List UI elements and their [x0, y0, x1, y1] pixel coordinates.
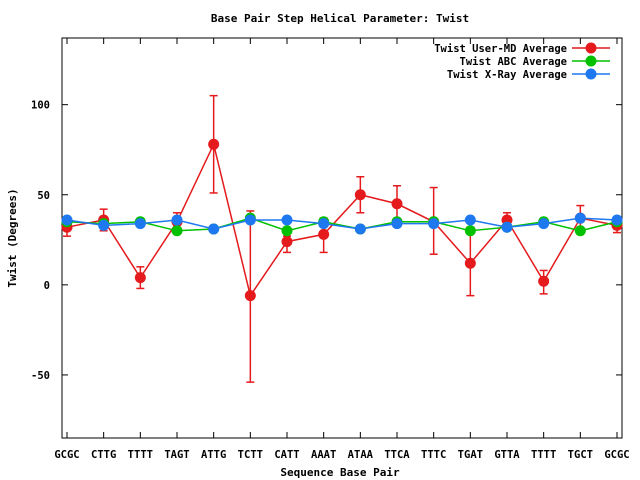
data-point	[574, 225, 586, 237]
data-point	[61, 214, 73, 226]
x-axis-label: Sequence Base Pair	[280, 466, 400, 479]
data-point	[244, 214, 256, 226]
data-point	[611, 214, 623, 226]
data-point	[464, 214, 476, 226]
legend-marker	[585, 68, 597, 80]
data-point	[171, 225, 183, 237]
x-tick-label: TCTT	[238, 449, 263, 461]
x-tick-label: TTTC	[421, 449, 446, 461]
data-point	[391, 218, 403, 230]
series-line	[66, 217, 618, 232]
y-tick-label: 0	[44, 280, 50, 292]
legend-label: Twist X-Ray Average	[447, 69, 567, 81]
x-tick-label: AAAT	[311, 449, 336, 461]
data-point	[134, 272, 146, 284]
x-tick-label: TTTT	[128, 449, 153, 461]
x-tick-label: ATAA	[348, 449, 374, 461]
data-point	[208, 138, 220, 150]
data-point	[318, 228, 330, 240]
x-tick-label: CATT	[274, 449, 299, 461]
x-tick-label: TTCA	[384, 449, 410, 461]
y-tick-label: 100	[31, 100, 50, 112]
data-point	[501, 221, 513, 233]
data-point	[318, 218, 330, 230]
data-point	[391, 198, 403, 210]
y-tick-label: -50	[31, 370, 50, 382]
x-axis: GCGC CTTG TTTT TAGT ATTG TCTT CATT AAAT ATAA TTCA…	[54, 38, 630, 461]
data-point	[464, 225, 476, 237]
y-axis-label: Twist (Degrees)	[6, 188, 19, 287]
data-point	[538, 275, 550, 287]
series-layer	[61, 94, 623, 383]
data-point	[281, 214, 293, 226]
y-axis: -50 0 50 100	[31, 100, 622, 382]
data-point	[281, 225, 293, 237]
data-point	[464, 257, 476, 269]
x-tick-label: TTTT	[531, 449, 556, 461]
plot-area-border	[61, 37, 623, 439]
series-line	[66, 217, 618, 230]
series-0	[61, 94, 623, 383]
data-point	[208, 223, 220, 235]
data-point	[134, 218, 146, 230]
x-tick-label: TGCT	[568, 449, 593, 461]
y-tick-label: 50	[37, 190, 50, 202]
data-point	[574, 212, 586, 224]
x-tick-label: TAGT	[164, 449, 189, 461]
series-2	[61, 212, 623, 235]
data-point	[171, 214, 183, 226]
x-tick-label: TGAT	[458, 449, 483, 461]
data-point	[538, 218, 550, 230]
x-tick-label: GCGC	[54, 449, 79, 461]
data-point	[428, 218, 440, 230]
data-point	[354, 189, 366, 201]
data-point	[281, 236, 293, 248]
data-point	[98, 219, 110, 231]
legend-label: Twist ABC Average	[460, 56, 567, 68]
chart-title: Base Pair Step Helical Parameter: Twist	[211, 12, 469, 25]
data-point	[354, 223, 366, 235]
x-tick-label: GTTA	[494, 449, 520, 461]
legend-marker	[585, 55, 597, 67]
data-point	[244, 290, 256, 302]
x-tick-label: CTTG	[91, 449, 116, 461]
legend-label: Twist User-MD Average	[434, 43, 567, 55]
x-tick-label: ATTG	[201, 449, 226, 461]
legend-marker	[585, 42, 597, 54]
x-tick-label: GCGC	[604, 449, 629, 461]
series-line	[66, 142, 618, 298]
